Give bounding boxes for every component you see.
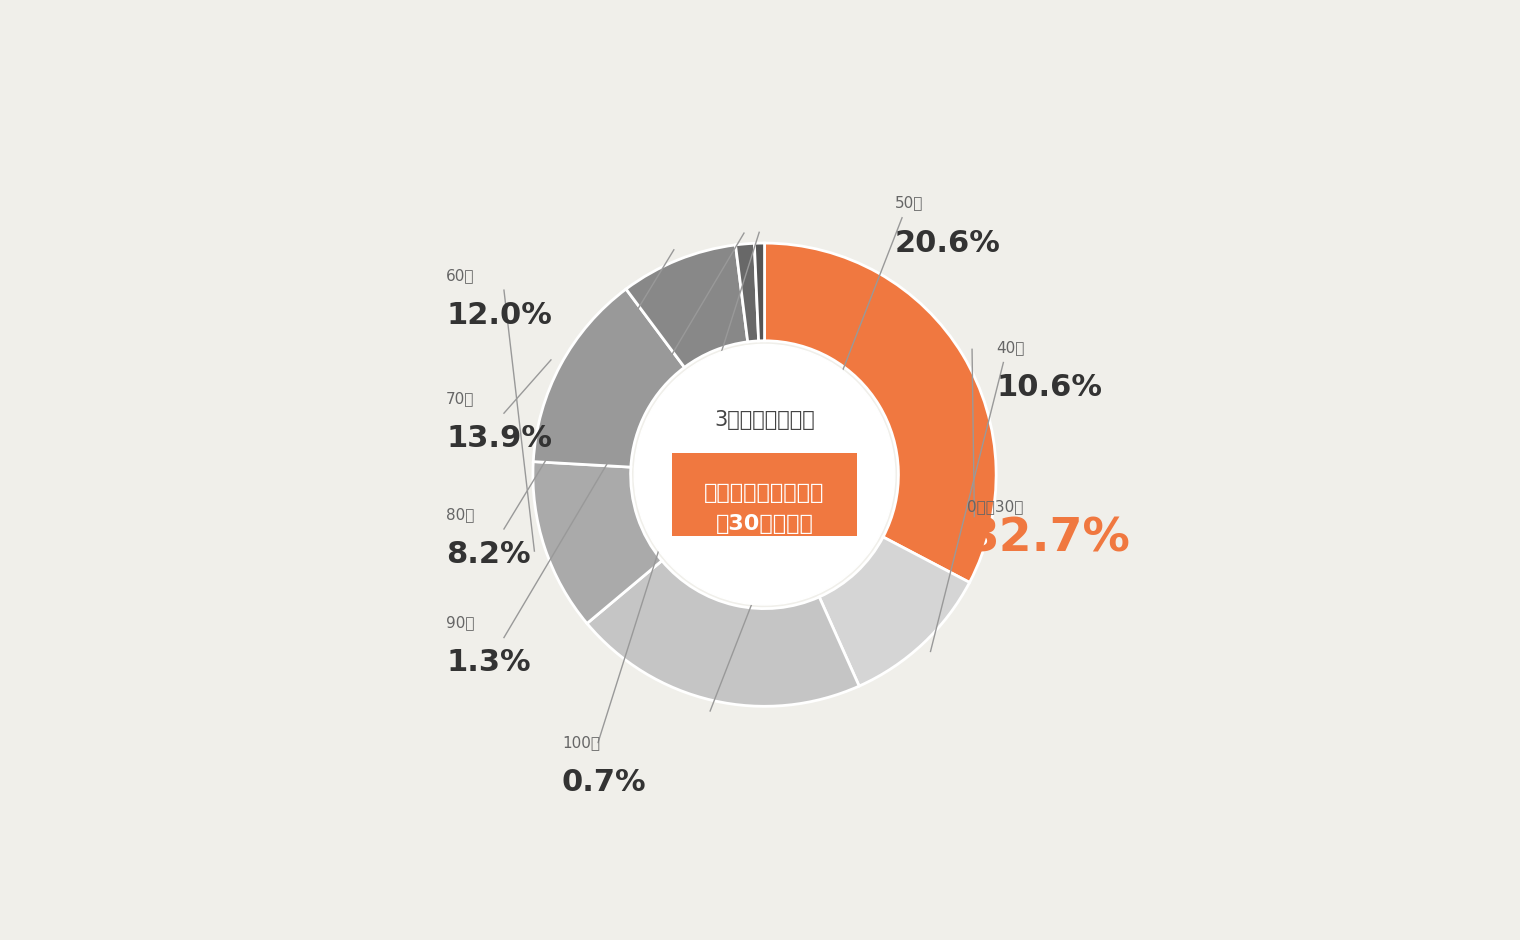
Text: 8.2%: 8.2% <box>445 540 530 569</box>
Text: 50点: 50点 <box>895 196 923 211</box>
Text: 90点: 90点 <box>445 616 474 631</box>
Text: 40点: 40点 <box>996 340 1024 355</box>
Wedge shape <box>819 537 970 686</box>
Text: 32.7%: 32.7% <box>967 517 1131 561</box>
Wedge shape <box>534 462 661 623</box>
Text: 13.9%: 13.9% <box>445 424 552 453</box>
Text: 20.6%: 20.6% <box>895 228 1000 258</box>
FancyBboxPatch shape <box>672 453 857 536</box>
Wedge shape <box>626 245 748 368</box>
Text: 1.3%: 1.3% <box>445 649 530 678</box>
Wedge shape <box>754 243 765 341</box>
Text: 70点: 70点 <box>445 391 474 406</box>
Text: 10.6%: 10.6% <box>996 373 1102 402</box>
Circle shape <box>634 344 895 605</box>
Wedge shape <box>765 243 996 583</box>
Text: 80点: 80点 <box>445 507 474 522</box>
Wedge shape <box>587 560 859 706</box>
Text: 12.0%: 12.0% <box>445 301 552 330</box>
Text: 「30点以下」: 「30点以下」 <box>716 514 813 534</box>
Text: インテリアの満足度: インテリアの満足度 <box>704 483 825 503</box>
Text: 0点～30点: 0点～30点 <box>967 499 1023 514</box>
Text: 60点: 60点 <box>445 268 474 283</box>
Text: 3割以上が自宅の: 3割以上が自宅の <box>714 411 815 431</box>
Text: 0.7%: 0.7% <box>562 768 646 797</box>
Wedge shape <box>736 243 758 342</box>
Wedge shape <box>534 289 684 467</box>
Text: 100点: 100点 <box>562 735 600 750</box>
